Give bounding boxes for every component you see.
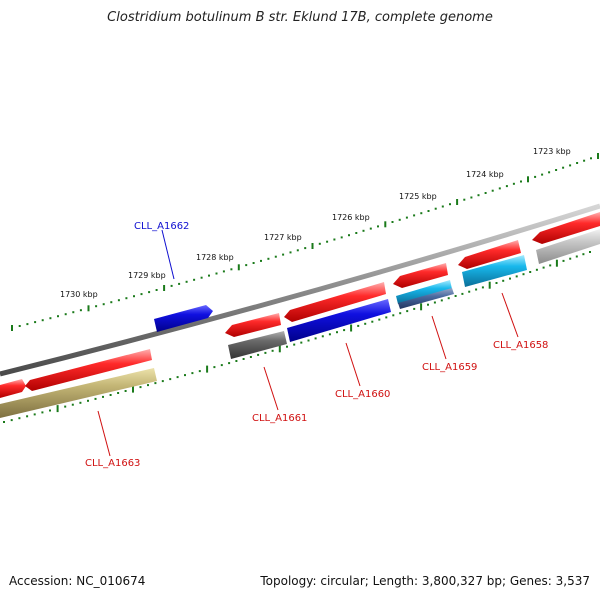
tick-label-1725: 1725 kbp — [399, 192, 437, 201]
gene-cll-a1662[interactable] — [154, 305, 213, 332]
gene-label-cll-a1661: CLL_A1661 — [252, 413, 307, 424]
gene-label-cll-a1662: CLL_A1662 — [134, 221, 189, 232]
gene-cll-a1663-reverse[interactable] — [0, 368, 157, 418]
accession-text: Accession: NC_010674 — [9, 574, 146, 588]
forward-strand-genes — [0, 212, 600, 398]
tick-labels: 1723 kbp 1724 kbp 1725 kbp 1726 kbp 1727… — [60, 147, 571, 299]
gene-label-cll-a1659: CLL_A1659 — [422, 362, 477, 373]
tick-label-1724: 1724 kbp — [466, 170, 504, 179]
gene-red-forward-1[interactable] — [25, 349, 152, 391]
gene-cll-a1658-reverse[interactable] — [462, 255, 527, 287]
tick-label-1728: 1728 kbp — [196, 253, 234, 262]
tick-label-1729: 1729 kbp — [128, 271, 166, 280]
tick-label-1726: 1726 kbp — [332, 213, 370, 222]
gene-cll-a1660-reverse[interactable] — [287, 299, 391, 342]
leader-lines — [97, 229, 519, 457]
tick-label-1723: 1723 kbp — [533, 147, 571, 156]
gene-cll-a1658-forward[interactable] — [458, 240, 521, 269]
gene-cll-a1659-reverse-b[interactable] — [398, 288, 454, 309]
gene-cll-a1660-forward[interactable] — [284, 282, 386, 322]
gene-cll-a1661-forward[interactable] — [225, 313, 281, 337]
ticks-outer — [11, 153, 599, 331]
tick-label-1730: 1730 kbp — [60, 290, 98, 299]
map-title: Clostridium botulinum B str. Eklund 17B,… — [107, 10, 493, 25]
gene-gray-reverse[interactable] — [536, 229, 600, 264]
gene-label-cll-a1660: CLL_A1660 — [335, 389, 390, 400]
gene-cll-a1659-reverse-a[interactable] — [396, 280, 452, 304]
genome-summary-text: Topology: circular; Length: 3,800,327 bp… — [260, 574, 590, 588]
genome-backbone — [0, 203, 600, 377]
gene-cll-a1659-forward[interactable] — [393, 263, 448, 288]
ticks-inner — [3, 251, 591, 423]
reverse-strand-genes — [0, 229, 600, 418]
gene-labels: CLL_A1662 CLL_A1658 CLL_A1659 CLL_A1660 … — [85, 221, 548, 469]
tick-label-1727: 1727 kbp — [264, 233, 302, 242]
gene-red-forward-2[interactable] — [532, 212, 600, 244]
gene-cll-a1663-forward[interactable] — [0, 379, 26, 398]
gene-label-cll-a1663: CLL_A1663 — [85, 458, 140, 469]
gene-cll-a1661-reverse[interactable] — [228, 331, 287, 359]
gene-label-cll-a1658: CLL_A1658 — [493, 340, 548, 351]
